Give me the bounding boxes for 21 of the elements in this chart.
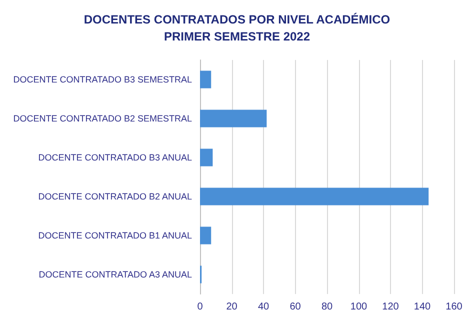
- bar: [200, 70, 212, 88]
- y-tick-label: DOCENTE CONTRATADO B3 SEMESTRAL: [13, 74, 192, 84]
- bar: [200, 226, 212, 244]
- x-tick-label: 160: [446, 302, 463, 312]
- x-tick-label: 80: [321, 302, 333, 312]
- bar: [200, 110, 267, 128]
- y-tick-label: DOCENTE CONTRATADO B2 ANUAL: [38, 192, 192, 202]
- x-tick-label: 0: [197, 302, 204, 312]
- y-tick-label: DOCENTE CONTRATADO B1 ANUAL: [38, 230, 192, 240]
- y-tick-label: DOCENTE CONTRATADO B3 ANUAL: [38, 152, 192, 162]
- x-tick-label: 120: [382, 302, 400, 312]
- chart-title: DOCENTES CONTRATADOS POR NIVEL ACADÉMICO PRIMER SEMESTRE 2022: [84, 12, 390, 44]
- x-tick-label: 100: [350, 302, 368, 312]
- x-tick-label: 140: [414, 302, 432, 312]
- x-tick-label: 20: [226, 302, 238, 312]
- bar: [200, 148, 213, 166]
- y-tick-label: DOCENTE CONTRATADO B2 SEMESTRAL: [13, 114, 192, 124]
- bar: [200, 188, 429, 206]
- x-tick-label: 40: [258, 302, 270, 312]
- y-tick-label: DOCENTE CONTRATADO A3 ANUAL: [38, 270, 192, 280]
- x-tick-label: 60: [290, 302, 302, 312]
